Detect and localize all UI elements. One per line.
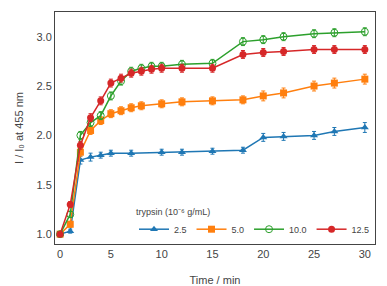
svg-text:2.5: 2.5 [174,225,187,235]
svg-text:30: 30 [359,248,371,260]
svg-text:10: 10 [156,248,168,260]
svg-text:12.5: 12.5 [352,225,370,235]
svg-text:I / I₀ at 455 nm: I / I₀ at 455 nm [13,92,25,164]
svg-text:2.0: 2.0 [37,129,52,141]
svg-text:2.5: 2.5 [37,80,52,92]
svg-text:10.0: 10.0 [289,225,307,235]
svg-text:Time / min: Time / min [190,274,241,286]
svg-text:trypsin (10⁻⁶ g/mL): trypsin (10⁻⁶ g/mL) [136,207,210,217]
svg-text:15: 15 [206,248,218,260]
svg-text:1.0: 1.0 [37,228,52,240]
svg-text:3.0: 3.0 [37,31,52,43]
svg-text:0: 0 [57,248,63,260]
svg-text:1.5: 1.5 [37,179,52,191]
svg-text:25: 25 [308,248,320,260]
svg-text:5.0: 5.0 [232,225,245,235]
svg-text:20: 20 [257,248,269,260]
svg-text:5: 5 [108,248,114,260]
